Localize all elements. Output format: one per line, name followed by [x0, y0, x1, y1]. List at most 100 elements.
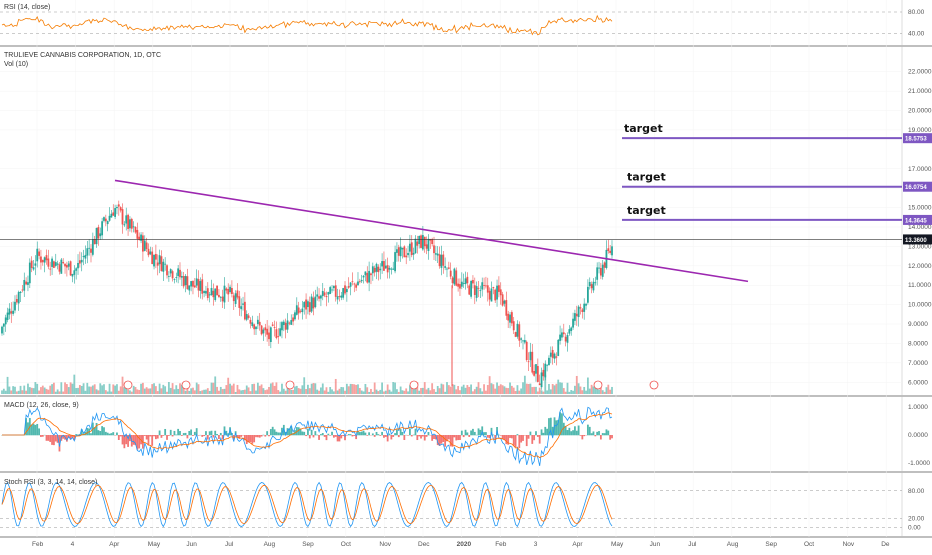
candle-body: [587, 287, 589, 303]
candle-body: [170, 269, 172, 273]
candle-body: [509, 315, 511, 323]
macd-histogram-bar: [422, 435, 424, 436]
volume-bar: [555, 384, 557, 394]
volume-bar: [57, 389, 59, 394]
macd-histogram-bar: [598, 431, 600, 435]
macd-tick-label: 1.0000: [908, 404, 928, 411]
candle-body: [359, 281, 361, 282]
volume-bar: [168, 382, 170, 394]
macd-histogram-bar: [53, 435, 55, 445]
volume-bar: [479, 388, 481, 394]
macd-tick-label: -1.0000: [908, 460, 930, 467]
candle-body: [548, 358, 550, 365]
volume-bar: [361, 391, 363, 394]
volume-bar: [370, 389, 372, 394]
volume-bar: [435, 392, 437, 394]
macd-histogram-bar: [122, 435, 124, 444]
candle-body: [337, 296, 339, 299]
volume-bar: [554, 385, 556, 394]
macd-histogram-bar: [146, 435, 148, 439]
candle-body: [276, 329, 278, 338]
pane-frames: [0, 0, 932, 537]
volume-bar: [316, 390, 318, 394]
macd-histogram-bar: [580, 435, 582, 436]
candle-body: [110, 214, 112, 218]
macd-histogram-bar: [568, 428, 570, 435]
macd-histogram-bar: [390, 435, 392, 439]
candle-body: [298, 308, 300, 314]
volume-bar: [25, 391, 27, 394]
time-tick-label: Nov: [843, 541, 855, 548]
candle-body: [431, 239, 433, 244]
macd-histogram-bar: [457, 435, 459, 440]
macd-histogram-bar: [409, 428, 411, 435]
price-tick-label: 21.0000: [908, 88, 932, 95]
candle-body: [426, 244, 428, 248]
volume-bar: [120, 386, 122, 394]
macd-histogram-bar: [116, 433, 118, 436]
macd-histogram-bar: [138, 435, 140, 448]
volume-bar: [220, 387, 222, 394]
volume-bar: [526, 384, 528, 394]
candle-body: [218, 295, 220, 297]
price-tick-label: 17.0000: [908, 166, 932, 173]
macd-histogram-bar: [596, 432, 598, 435]
candle-body: [476, 286, 478, 298]
macd-histogram-bar: [151, 435, 153, 446]
macd-histogram-bar: [329, 435, 331, 436]
candle-body: [107, 221, 109, 224]
candle-body: [261, 326, 263, 335]
volume-bar: [418, 391, 420, 394]
volume-bar: [229, 384, 231, 394]
candle-body: [105, 219, 107, 222]
candle-body: [520, 338, 522, 339]
candle-body: [174, 279, 176, 280]
macd-histogram-bar: [192, 435, 194, 436]
volume-bar: [530, 384, 532, 394]
macd-histogram-bar: [174, 431, 176, 435]
volume-bar: [164, 386, 166, 394]
volume-bar: [131, 392, 133, 394]
candle-body: [428, 239, 430, 251]
volume-bar: [203, 390, 205, 394]
macd-histogram-bar: [103, 427, 105, 435]
volume-bar: [148, 389, 150, 394]
candle-body: [550, 353, 552, 357]
candle-body: [366, 273, 368, 283]
volume-bar: [611, 387, 613, 394]
volume-bar: [268, 387, 270, 394]
volume-bar: [400, 387, 402, 394]
earnings-marker: [182, 381, 190, 389]
volume-bar: [244, 390, 246, 394]
volume-bar: [402, 390, 404, 394]
candle-body: [257, 320, 259, 324]
macd-histogram-bar: [359, 432, 361, 435]
price-tick-label: 19.0000: [908, 127, 932, 134]
earnings-marker: [410, 381, 418, 389]
volume-bar: [359, 388, 361, 394]
macd-histogram-bar: [274, 429, 276, 435]
candle-body: [602, 265, 604, 277]
candle-body: [415, 239, 417, 253]
candle-body: [251, 322, 253, 326]
candle-body: [335, 285, 337, 296]
candle-body: [463, 283, 465, 284]
candle-body: [466, 277, 468, 283]
volume-bar: [472, 391, 474, 394]
macd-histogram-bar: [170, 430, 172, 435]
candle-body: [396, 249, 398, 253]
stoch-label: Stoch RSI (3, 3, 14, 14, close): [4, 479, 97, 486]
candle-body: [346, 289, 348, 292]
volume-bar: [83, 383, 85, 394]
candle-body: [383, 261, 385, 271]
candle-body: [600, 268, 602, 276]
candle-body: [240, 306, 242, 309]
macd-histogram-bar: [541, 429, 543, 435]
macd-histogram-bar: [465, 430, 467, 436]
candle-body: [329, 287, 331, 294]
candle-body: [411, 242, 413, 255]
macd-histogram-bar: [415, 429, 417, 436]
volume-bar: [574, 386, 576, 394]
